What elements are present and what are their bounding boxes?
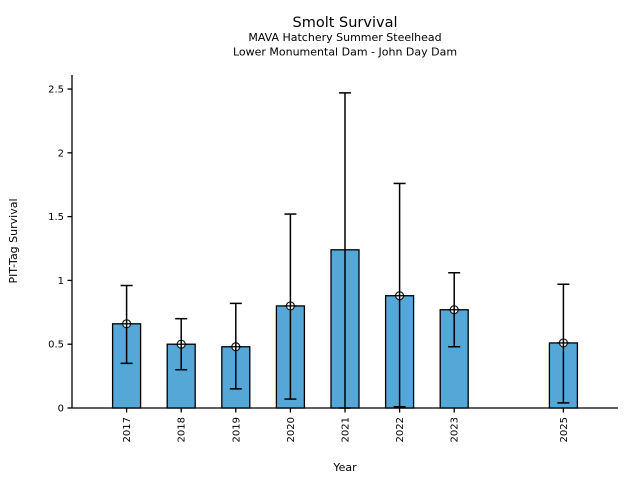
x-tick-label: 2022 — [395, 417, 406, 442]
y-axis-label: PIT-Tag Survival — [7, 198, 20, 283]
x-tick-label: 2020 — [286, 417, 297, 442]
x-tick-label: 2021 — [341, 417, 352, 442]
x-tick-label: 2023 — [450, 417, 461, 442]
y-tick-label: 2.5 — [48, 85, 64, 96]
x-axis-label: Year — [332, 461, 357, 474]
y-tick-label: 0 — [58, 404, 64, 415]
x-tick-label: 2019 — [231, 417, 242, 442]
x-tick-label: 2017 — [122, 417, 133, 442]
chart-title: Smolt Survival — [293, 15, 398, 31]
y-tick-label: 1.5 — [48, 212, 64, 223]
y-tick-label: 2 — [58, 148, 64, 159]
x-tick-label: 2025 — [559, 417, 570, 442]
chart-subtitle-line1: MAVA Hatchery Summer Steelhead — [248, 31, 441, 44]
bars-group — [111, 92, 579, 409]
y-tick-label: 1 — [58, 276, 64, 287]
chart-subtitle-line2: Lower Monumental Dam - John Day Dam — [233, 46, 457, 59]
axes: 0 0.5 1 1.5 2 2.5 2017 2018 2019 2020 2021 2022 2023… — [48, 75, 618, 442]
x-tick-label: 2018 — [177, 417, 188, 442]
y-tick-label: 0.5 — [48, 340, 64, 351]
